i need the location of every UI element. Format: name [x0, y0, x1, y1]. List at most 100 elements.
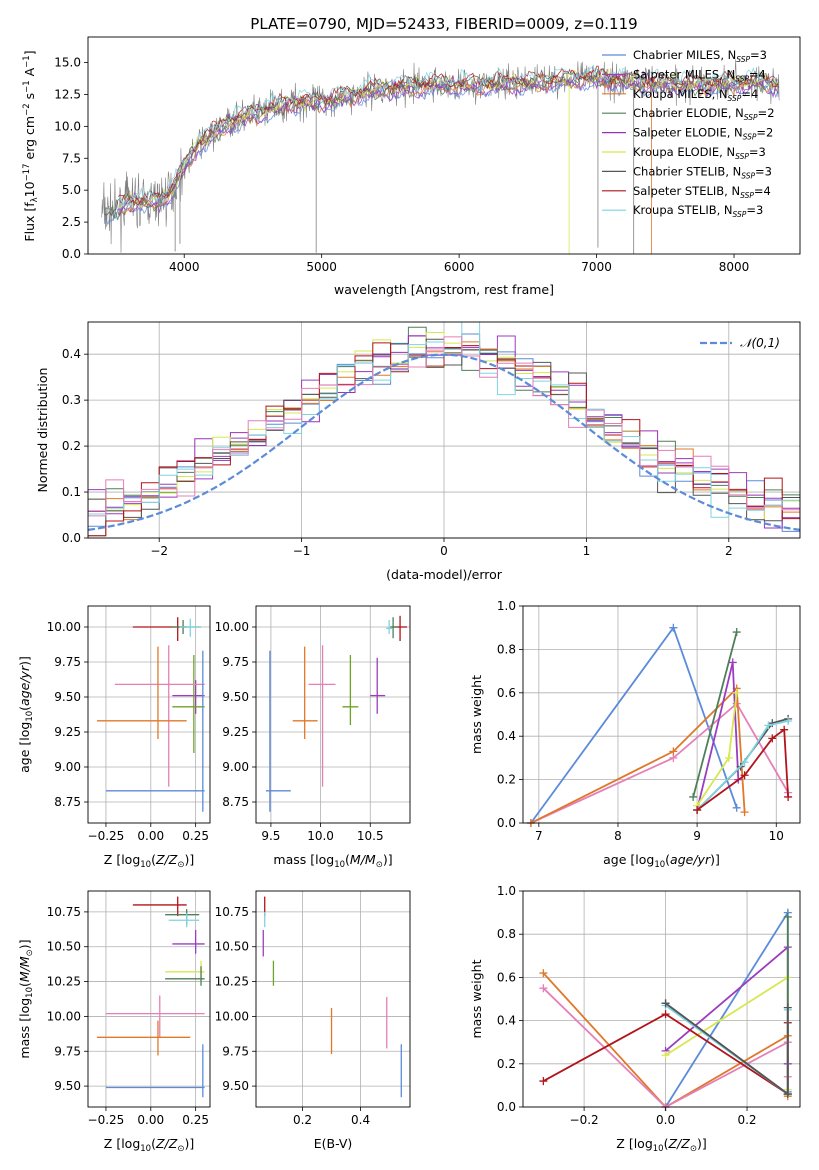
- y-tick-label: 7.5: [62, 151, 81, 165]
- figure-title: PLATE=0790, MJD=52433, FIBERID=0009, z=0…: [250, 15, 637, 33]
- y-tick-label: 0.6: [497, 970, 516, 984]
- model-spectrum-line-2: [117, 74, 779, 216]
- y-tick-label: 0.3: [62, 393, 81, 407]
- plot-area-mass_vs_EBV: [262, 896, 402, 1098]
- legend-entry: Kroupa ELODIE, NSSP=3: [633, 145, 766, 161]
- series-marker-4: [728, 658, 737, 667]
- x-tick-label: 10.0: [307, 829, 334, 843]
- series-marker-8: [784, 792, 793, 801]
- series-marker-2: [669, 747, 678, 756]
- y-axis-label: mass weight: [469, 959, 484, 1038]
- y-tick-label: 5.0: [62, 183, 81, 197]
- x-tick-label: 0.2: [293, 1113, 312, 1127]
- y-tick-label: 0.4: [497, 729, 516, 743]
- y-tick-label: 10.25: [47, 975, 81, 989]
- series-marker-7: [784, 717, 793, 726]
- x-tick-label: 6000: [444, 260, 475, 274]
- y-tick-label: 10.00: [47, 1009, 81, 1023]
- axes-frame: [522, 605, 801, 824]
- axes-age_vs_Z: −0.25 0.00 0.25 8.75 9.00 9.25 9.50 9.75 10.00 Z …: [17, 605, 211, 870]
- x-tick-label: 8000: [719, 260, 750, 274]
- y-tick-label: 0.4: [497, 1014, 516, 1028]
- plot-area-residuals: [88, 322, 800, 538]
- y-tick-label: 10.25: [215, 975, 249, 989]
- x-tick-label: −2: [150, 544, 168, 558]
- series-marker-8: [661, 999, 670, 1008]
- y-tick-label: 10.00: [47, 620, 81, 634]
- x-tick-label: 7000: [581, 260, 612, 274]
- series-line-2: [665, 975, 789, 1090]
- series-marker-3: [732, 628, 741, 637]
- model-spectrum-line-6: [104, 68, 780, 217]
- legend-entry: 𝒩(0,1): [740, 336, 780, 350]
- legend-entry: Kroupa STELIB, NSSP=3: [633, 203, 763, 219]
- series-marker-8: [780, 725, 789, 734]
- legend: Chabrier MILES, NSSP=3 Salpeter MILES, NS…: [602, 48, 775, 219]
- series-marker-7: [764, 721, 773, 730]
- y-axis-label: mass weight: [469, 675, 484, 754]
- x-tick-label: 7: [535, 829, 543, 843]
- x-axis-label: E(B-V): [314, 1136, 353, 1151]
- y-tick-label: 10.00: [215, 620, 249, 634]
- x-tick-label: 0.25: [182, 829, 209, 843]
- axes-spectrum: 4000 5000 6000 7000 8000 0.0 2.5 5.0 7.5 10.0 12.5…: [22, 36, 801, 297]
- y-tick-label: 9.50: [54, 690, 81, 704]
- x-tick-label: 8: [614, 829, 622, 843]
- histogram-step-7: [88, 342, 800, 538]
- y-tick-label: 8.75: [222, 795, 249, 809]
- series-marker-3: [689, 792, 698, 801]
- plot-area-age_vs_mass: [265, 615, 408, 812]
- y-tick-label: 0.2: [497, 1057, 516, 1071]
- y-tick-label: 9.75: [222, 655, 249, 669]
- y-tick-label: 9.00: [54, 760, 81, 774]
- axes-residuals: −2 −1 0 1 2 0.0 0.1 0.2 0.3 0.4 𝒩(0,1) (data-model)…: [35, 321, 801, 582]
- y-tick-label: 9.75: [54, 655, 81, 669]
- axes-age_vs_mass: 9.5 10.0 10.5 8.75 9.00 9.25 9.50 9.75 10.00 mass…: [215, 605, 411, 870]
- y-tick-label: 10.50: [47, 940, 81, 954]
- series-line-3: [692, 631, 738, 798]
- x-tick-label: 0.2: [737, 1113, 756, 1127]
- x-tick-label: 0.25: [182, 1113, 209, 1127]
- x-tick-label: 10: [769, 829, 784, 843]
- x-axis-label: age [log10(age/yr)]: [603, 852, 720, 870]
- y-tick-label: 0.0: [497, 816, 516, 830]
- y-tick-label: 0.2: [62, 439, 81, 453]
- series-marker-2: [661, 1051, 670, 1060]
- axes-frame: [87, 36, 801, 255]
- axes-frame: [522, 890, 801, 1108]
- axes-mass_vs_Z: −0.25 0.00 0.25 9.50 9.75 10.00 10.25 10.50 10.7…: [17, 890, 211, 1154]
- y-axis-label: age [log10(age/yr)]: [17, 656, 35, 773]
- y-tick-label: 10.50: [215, 940, 249, 954]
- series-line-0: [664, 909, 789, 1108]
- series-marker-3: [539, 969, 548, 978]
- x-tick-label: 9: [693, 829, 701, 843]
- y-tick-label: 10.75: [47, 905, 81, 919]
- plot-area-mass_vs_Z: [96, 896, 205, 1098]
- plot-area-age_vs_Z: [96, 617, 205, 812]
- series-marker-5: [724, 753, 733, 762]
- series-marker-8: [783, 1090, 792, 1099]
- y-tick-label: 9.50: [222, 1079, 249, 1093]
- x-tick-label: −1: [293, 544, 311, 558]
- y-tick-label: 0.1: [62, 485, 81, 499]
- series-marker-0: [669, 623, 678, 632]
- legend-entry: Salpeter STELIB, NSSP=4: [633, 184, 771, 200]
- axes-mass_vs_EBV: 0.2 0.4 9.50 9.75 10.00 10.25 10.50 10.75 E(B-V): [215, 890, 411, 1151]
- x-axis-label: Z [log10(Z/Z⊙)]: [104, 852, 194, 870]
- series-marker-8: [783, 1003, 792, 1012]
- y-tick-label: 0.4: [62, 347, 81, 361]
- x-tick-label: −0.25: [88, 829, 125, 843]
- y-axis-label: Normed distribution: [35, 368, 50, 493]
- x-tick-label: 10.5: [357, 829, 384, 843]
- y-tick-label: 1.0: [497, 599, 516, 613]
- x-axis-label: mass [log10(M/M⊙)]: [273, 852, 392, 870]
- y-axis-label: mass [log10(M/M⊙)]: [17, 939, 35, 1058]
- series-line-7: [696, 720, 789, 811]
- series-line-1: [530, 702, 789, 824]
- x-tick-label: −0.2: [570, 1113, 599, 1127]
- y-tick-label: 9.50: [222, 690, 249, 704]
- series-marker-8: [693, 805, 702, 814]
- y-tick-label: 9.25: [222, 725, 249, 739]
- x-tick-label: 0: [440, 544, 448, 558]
